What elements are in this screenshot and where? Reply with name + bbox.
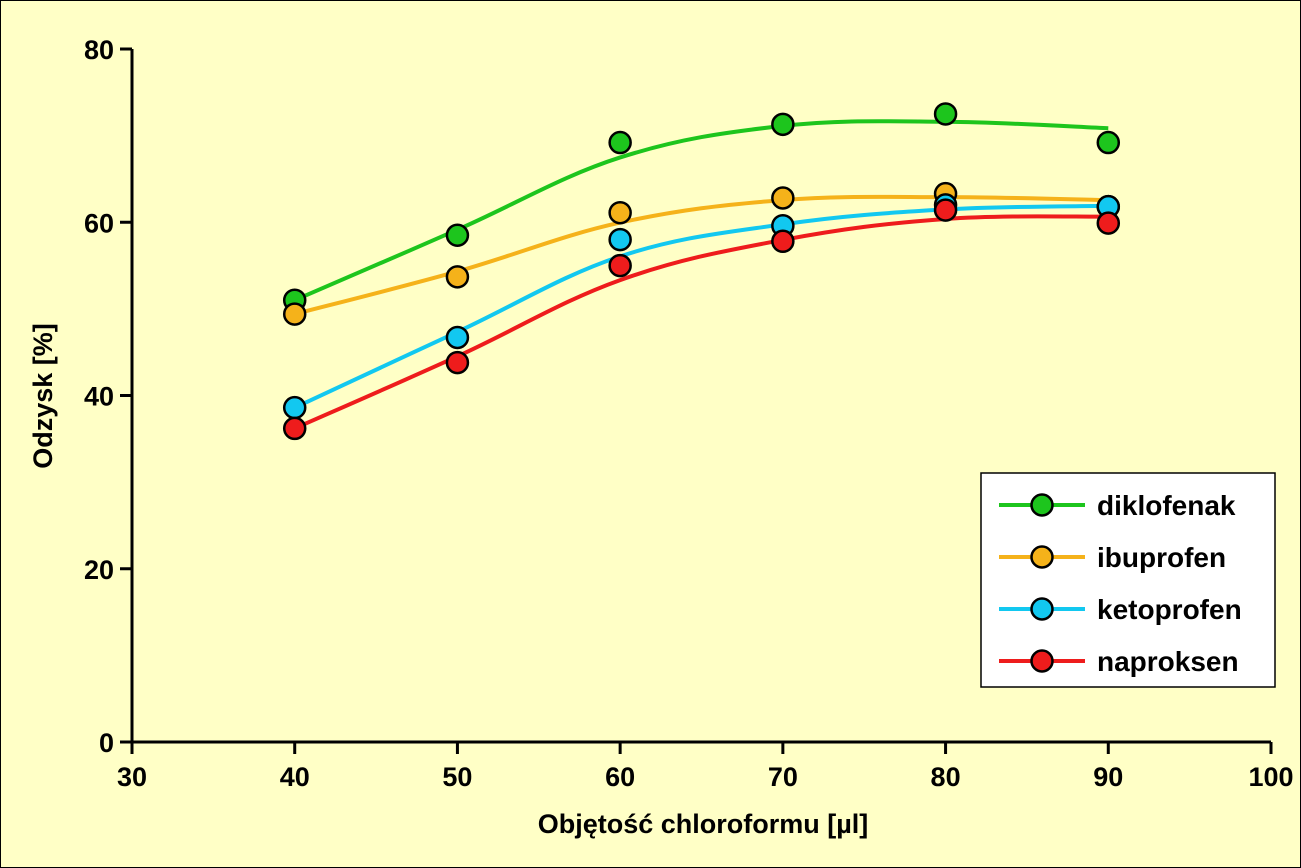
y-tick-label: 20 [84, 555, 114, 585]
legend-marker-ketoprofen [1030, 597, 1054, 621]
legend-marker-diklofenak [1030, 493, 1054, 517]
data-point-naproksen [608, 253, 632, 278]
y-axis-title: Odzysk [%] [28, 323, 58, 469]
data-point-diklofenak [933, 102, 958, 126]
data-point-ibuprofen [608, 200, 632, 225]
x-tick-label: 100 [1248, 762, 1293, 792]
series-lines [293, 119, 1109, 431]
legend-box [980, 472, 1276, 688]
series-line-naproksen [293, 214, 1109, 431]
data-point-diklofenak [771, 112, 795, 137]
legend: diklofenak ibuprofen ketoprofen naproksen [980, 472, 1276, 688]
data-point-ibuprofen [445, 265, 470, 289]
series-points [282, 102, 1121, 441]
data-point-naproksen [1096, 211, 1121, 235]
data-point-ibuprofen [771, 186, 795, 210]
legend-label-diklofenak: diklofenak [1097, 490, 1236, 521]
data-point-diklofenak [608, 130, 632, 155]
data-point-diklofenak [1096, 130, 1121, 155]
legend-label-ketoprofen: ketoprofen [1097, 594, 1242, 625]
y-tick-label: 40 [84, 382, 114, 412]
series-line-ibuprofen [294, 194, 1109, 317]
legend-marker-naproksen [1030, 649, 1054, 673]
series-line-diklofenak [293, 119, 1109, 303]
legend-label-naproksen: naproksen [1097, 646, 1239, 677]
x-tick-label: 50 [442, 762, 472, 792]
x-tick-label: 90 [1093, 762, 1123, 792]
y-tick-label: 60 [84, 208, 114, 238]
data-point-diklofenak [445, 223, 470, 247]
x-axis-title: Objętość chloroformu [µl] [538, 809, 869, 839]
data-point-ketoprofen [282, 395, 307, 420]
x-tick-label: 60 [605, 762, 635, 792]
data-point-naproksen [933, 198, 958, 222]
y-tick-label: 80 [84, 35, 114, 65]
data-point-naproksen [771, 229, 795, 254]
data-point-ketoprofen [608, 227, 632, 252]
legend-label-ibuprofen: ibuprofen [1097, 542, 1226, 573]
legend-marker-ibuprofen [1030, 545, 1054, 569]
axes: 0 20 40 60 80 30 40 50 60 70 80 90 100 [84, 35, 1294, 792]
x-tick-label: 70 [768, 762, 798, 792]
y-tick-label: 0 [99, 728, 114, 758]
x-tick-label: 30 [117, 762, 147, 792]
data-point-naproksen [282, 416, 307, 441]
data-point-naproksen [445, 350, 470, 375]
data-point-ketoprofen [445, 325, 470, 350]
data-point-ibuprofen [282, 302, 307, 326]
x-tick-label: 80 [931, 762, 961, 792]
x-tick-label: 40 [280, 762, 310, 792]
series-line-ketoprofen [293, 203, 1109, 410]
